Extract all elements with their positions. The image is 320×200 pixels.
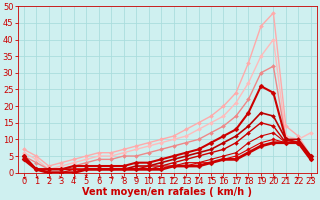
X-axis label: Vent moyen/en rafales ( km/h ): Vent moyen/en rafales ( km/h )	[82, 187, 252, 197]
